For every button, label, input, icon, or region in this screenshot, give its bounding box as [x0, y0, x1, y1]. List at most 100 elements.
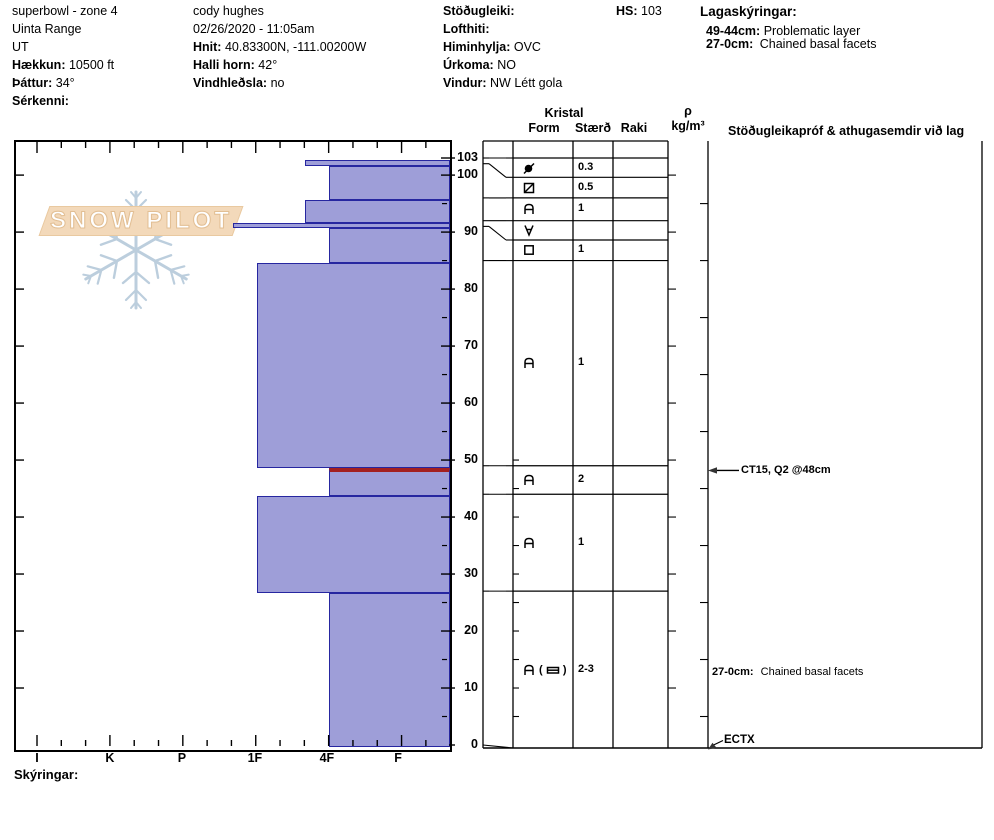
stability-label: Stöðugleiki:	[443, 4, 515, 18]
snow-layer-bar-44-27cm	[256, 496, 450, 594]
layer-note-1-range: 49-44cm:	[706, 24, 761, 38]
snow-layer-bar-85-49cm	[256, 262, 450, 468]
form-cell-layer-49-44cm	[522, 473, 536, 487]
form-cell-layer-96-92cm	[522, 202, 536, 216]
snowpilot-snowflake-logo-icon	[82, 190, 190, 310]
site-name: superbowl - zone 4	[12, 4, 118, 18]
depth-label-0: 0	[471, 737, 478, 751]
depth-hoar-grain-icon	[524, 357, 534, 369]
size-cell-layer-102-96cm: 0.5	[578, 180, 594, 193]
wind-label: Vindur:	[443, 76, 487, 90]
depth-hoar-grain-icon	[524, 474, 534, 485]
depth-label-103: 103	[457, 150, 478, 164]
size-column-header: Stærð	[574, 121, 612, 135]
depth-label-40: 40	[464, 509, 478, 524]
layer-note-2-range: 27-0cm:	[706, 37, 754, 51]
coordinates: Hnit: 40.83300N, -111.00200W	[193, 40, 366, 54]
form-cell-layer-44-27cm	[522, 536, 536, 550]
features-label: Sérkenni:	[12, 94, 69, 108]
depth-hoar-grain-icon	[524, 204, 534, 215]
snow-height-label: HS:	[616, 4, 638, 18]
form-column-header: Form	[528, 121, 560, 135]
sky-cover: Himinhylja: OVC	[443, 40, 541, 54]
site-aspect: Þáttur: 34°	[12, 76, 75, 90]
observer-name: cody hughes	[193, 4, 264, 18]
sky-cover-value: OVC	[513, 40, 541, 54]
form-cell-layer-103-102cm	[522, 161, 536, 175]
site-range: Uinta Range	[12, 22, 82, 36]
density-unit-header: kg/m³	[671, 119, 705, 133]
depth-label-10: 10	[464, 680, 478, 694]
form-cell-layer-102-96cm	[522, 181, 536, 195]
moisture-column-header: Raki	[620, 121, 648, 135]
snow-layer-bar-92-91cm	[233, 222, 450, 229]
coordinates-label: Hnit:	[193, 40, 222, 54]
snow-layer-bar-91-85cm	[328, 228, 450, 263]
depth-label-30: 30	[464, 566, 478, 581]
crust-grain-icon	[546, 666, 560, 674]
form-cell-layer-27-0cm: ( )	[522, 663, 567, 677]
wind-loading-label: Vindhleðsla:	[193, 76, 268, 90]
basal-facets-range: 27-0cm:	[712, 666, 754, 678]
observation-datetime: 02/26/2020 - 11:05am	[193, 22, 315, 36]
hardness-label-1F: 1F	[247, 751, 263, 765]
extended-column-test-annotation: ECTX	[724, 734, 755, 746]
snow-layer-bar-27-0cm	[328, 593, 450, 747]
layer-notes-title: Lagaskýringar:	[700, 4, 797, 19]
depth-label-100: 100	[457, 167, 478, 182]
depth-hoar-grain-icon	[524, 664, 534, 675]
form-cell-layer-85-49cm	[522, 356, 536, 370]
stability-tests-header: Stöðugleikapróf & athugasemdir við lag	[728, 124, 965, 138]
basal-facets-text: Chained basal facets	[760, 666, 864, 678]
hardness-profile-chart: SNOW PILOT	[14, 140, 452, 752]
snowpilot-logo-text: SNOW PILOT	[50, 207, 233, 235]
size-cell-layer-27-0cm: 2-3	[578, 662, 594, 675]
wind-loading-value: no	[270, 76, 285, 90]
precipitation-label: Úrkoma:	[443, 58, 494, 72]
snow-layer-bar-49-44cm	[328, 467, 450, 497]
size-cell-layer-49-44cm: 2	[578, 472, 585, 485]
depth-label-50: 50	[464, 452, 478, 467]
snow-height-value: 103	[641, 4, 662, 18]
snow-layer-bar-102-96cm	[328, 165, 450, 200]
surface-hoar-grain-icon	[524, 225, 534, 238]
size-cell-layer-103-102cm: 0.3	[578, 160, 594, 173]
depth-label-60: 60	[464, 395, 478, 410]
depth-label-80: 80	[464, 281, 478, 296]
site-elevation: Hækkun: 10500 ft	[12, 58, 114, 72]
layer-note-1-text: Problematic layer	[763, 24, 861, 38]
size-cell-layer-44-27cm: 1	[578, 535, 585, 548]
coordinates-value: 40.83300N, -111.00200W	[224, 40, 367, 54]
depth-label-20: 20	[464, 623, 478, 638]
snow-height: HS: 103	[616, 4, 662, 18]
air-temp-label: Lofthiti:	[443, 22, 490, 36]
aspect-label: Þáttur:	[12, 76, 53, 90]
layer-note-2: 27-0cm: Chained basal facets	[706, 38, 876, 51]
snow-layer-bar-103-102cm	[305, 160, 450, 166]
depth-label-90: 90	[464, 224, 478, 239]
elevation-label: Hækkun:	[12, 58, 66, 72]
basal-facets-annotation: 27-0cm: Chained basal facets	[712, 666, 863, 678]
facets-rounding-grain-icon	[523, 182, 535, 193]
crystal-group-header: Kristal	[544, 106, 584, 120]
depth-label-70: 70	[464, 338, 478, 353]
slope-angle-value: 42°	[258, 58, 278, 72]
notes-footer-label: Skýringar:	[14, 767, 79, 782]
hardness-label-4F: 4F	[319, 751, 335, 765]
layer-note-1: 49-44cm: Problematic layer	[706, 25, 860, 38]
site-state: UT	[12, 40, 29, 54]
size-cell-layer-96-92cm: 1	[578, 202, 585, 215]
hardness-label-K: K	[105, 751, 115, 765]
hardness-label-P: P	[177, 751, 187, 765]
rounded-mixed-grain-icon	[523, 162, 535, 174]
aspect-value: 34°	[55, 76, 75, 90]
sky-cover-label: Himinhylja:	[443, 40, 511, 54]
snowpilot-logo-band: SNOW PILOT	[38, 206, 244, 236]
layer-note-2-text: Chained basal facets	[759, 37, 877, 51]
hardness-label-I: I	[35, 751, 39, 765]
depth-hoar-grain-icon	[524, 537, 534, 548]
snow-layer-bar-96-92cm	[305, 199, 450, 223]
elevation-value: 10500 ft	[68, 58, 115, 72]
compression-test-annotation: CT15, Q2 @48cm	[741, 464, 831, 476]
